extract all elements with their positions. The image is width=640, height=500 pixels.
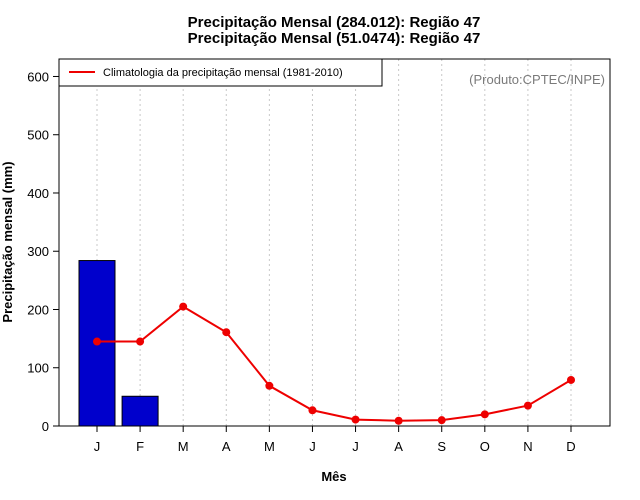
credit-text: (Produto:CPTEC/INPE) xyxy=(469,72,605,87)
climatology-point xyxy=(179,302,188,311)
x-axis-label: Mês xyxy=(321,469,346,484)
y-tick-label: 100 xyxy=(27,361,49,376)
climatology-line xyxy=(97,305,572,422)
climatology-point xyxy=(394,416,403,425)
climatology-point xyxy=(265,381,274,390)
climatology-point xyxy=(308,406,317,415)
x-tick-label: O xyxy=(480,439,490,454)
chart-title-line-1: Precipitação Mensal (284.012): Região 47 xyxy=(188,14,481,31)
x-tick-label: N xyxy=(523,439,532,454)
precipitation-bar xyxy=(121,395,159,427)
x-tick-label: J xyxy=(352,439,359,454)
climatology-point xyxy=(351,415,360,424)
climatology-point xyxy=(567,375,575,384)
y-tick-label: 600 xyxy=(27,69,49,84)
climatology-point xyxy=(480,410,489,419)
x-tick-label: F xyxy=(136,439,144,454)
line-series xyxy=(93,302,575,425)
climatology-point xyxy=(437,416,446,425)
climatology-point xyxy=(93,337,101,346)
x-tick-label: S xyxy=(437,439,446,454)
y-tick-label: 0 xyxy=(42,419,49,434)
legend-label: Climatologia da precipitação mensal (198… xyxy=(103,67,343,79)
x-tick-label: D xyxy=(566,439,575,454)
x-tick-label: J xyxy=(309,439,316,454)
x-tick-label: J xyxy=(94,439,101,454)
climatology-point xyxy=(222,328,231,337)
vertical-gridlines xyxy=(96,59,572,426)
x-tick-label: A xyxy=(394,439,403,454)
y-axis: 0 100 200 300 400 500 600 xyxy=(27,69,59,434)
y-tick-label: 300 xyxy=(27,244,49,259)
plot-frame xyxy=(58,58,611,427)
x-tick-label: M xyxy=(264,439,275,454)
y-axis-label: Precipitação mensal (mm) xyxy=(0,161,15,322)
y-tick-label: 200 xyxy=(27,302,49,317)
climatology-point xyxy=(136,337,145,346)
bar-series xyxy=(78,260,159,427)
y-tick-label: 500 xyxy=(27,128,49,143)
x-tick-label: A xyxy=(222,439,231,454)
chart-title-line-2: Precipitação Mensal (51.0474): Região 47 xyxy=(188,30,481,47)
climatology-point xyxy=(523,401,532,410)
y-tick-label: 400 xyxy=(27,186,49,201)
x-tick-label: M xyxy=(178,439,189,454)
legend-box xyxy=(58,58,383,87)
legend: Climatologia da precipitação mensal (198… xyxy=(58,58,383,87)
